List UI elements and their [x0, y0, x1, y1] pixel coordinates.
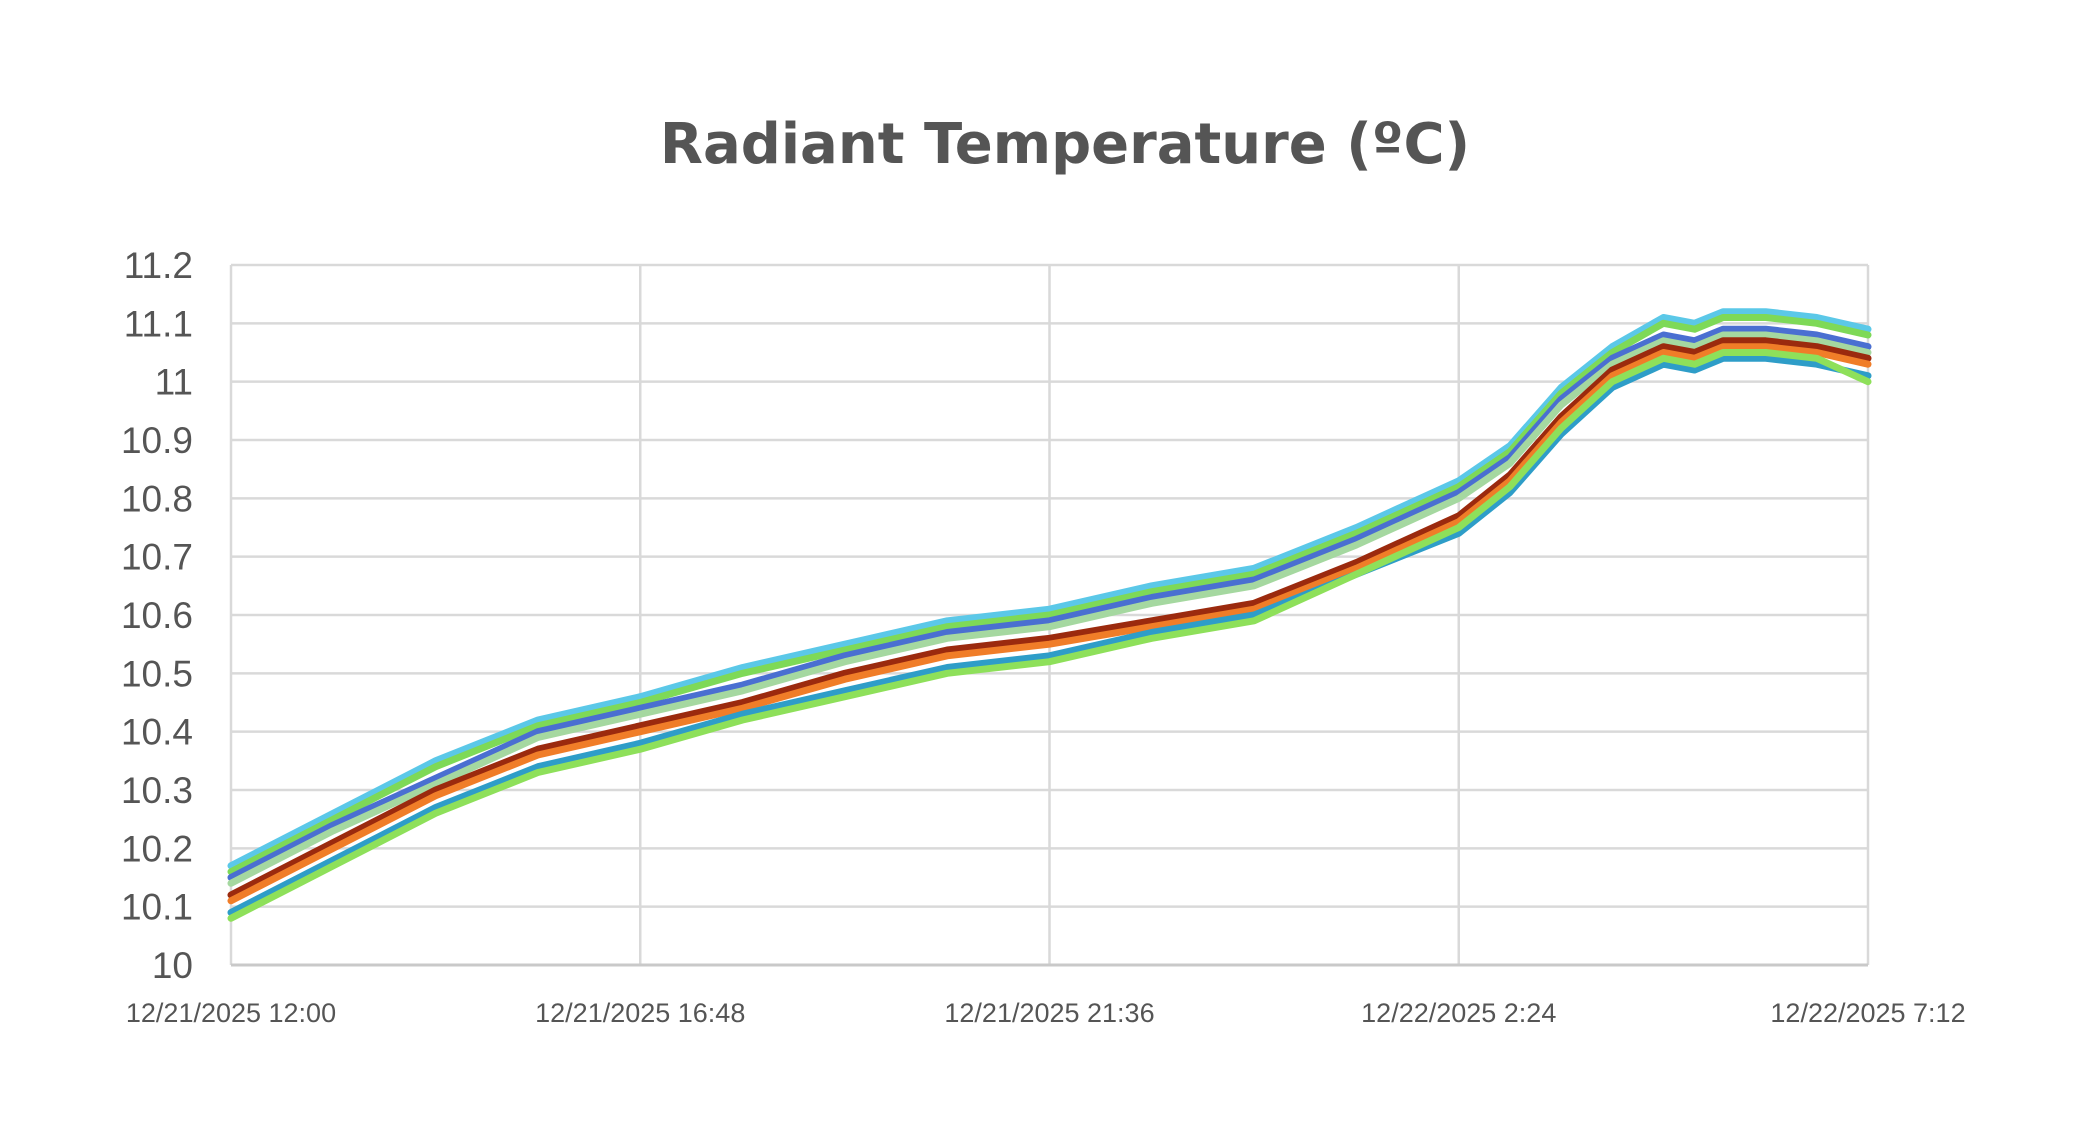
series-line-8 — [227, 349, 1872, 922]
y-tick-label: 10 — [152, 945, 193, 986]
x-tick-label: 12/21/2025 16:48 — [535, 998, 745, 1028]
x-tick-label: 12/21/2025 21:36 — [944, 998, 1154, 1028]
y-tick-label: 11 — [155, 362, 193, 403]
y-tick-label: 10.9 — [121, 420, 193, 461]
series-line-3 — [227, 325, 1872, 881]
y-tick-label: 10.1 — [121, 887, 193, 928]
x-tick-label: 12/22/2025 2:24 — [1361, 998, 1556, 1028]
y-tick-label: 10.5 — [121, 653, 193, 694]
y-tick-label: 10.4 — [121, 712, 193, 753]
y-tick-label: 10.7 — [121, 537, 193, 578]
series-line-1 — [227, 308, 1872, 870]
y-tick-label: 10.6 — [121, 595, 193, 636]
y-tick-label: 11.1 — [124, 303, 193, 344]
x-tick-label: 12/22/2025 7:12 — [1770, 998, 1965, 1028]
series-layer — [227, 308, 1872, 922]
chart-title: Radiant Temperature (ºC) — [659, 112, 1471, 177]
series-line-5 — [227, 337, 1872, 899]
x-tick-label: 12/21/2025 12:00 — [126, 998, 336, 1028]
series-line-2 — [227, 314, 1872, 876]
series-line-6 — [227, 343, 1872, 905]
y-tick-label: 10.3 — [121, 770, 193, 811]
axis-layer: 10 10.1 10.2 10.3 10.4 10.5 10.6 10.7 10.8 10.9 11… — [121, 245, 1966, 1028]
y-tick-label: 10.2 — [121, 828, 193, 869]
series-line-4 — [227, 331, 1872, 887]
y-tick-label: 10.8 — [121, 478, 193, 519]
y-tick-label: 11.2 — [124, 245, 193, 286]
